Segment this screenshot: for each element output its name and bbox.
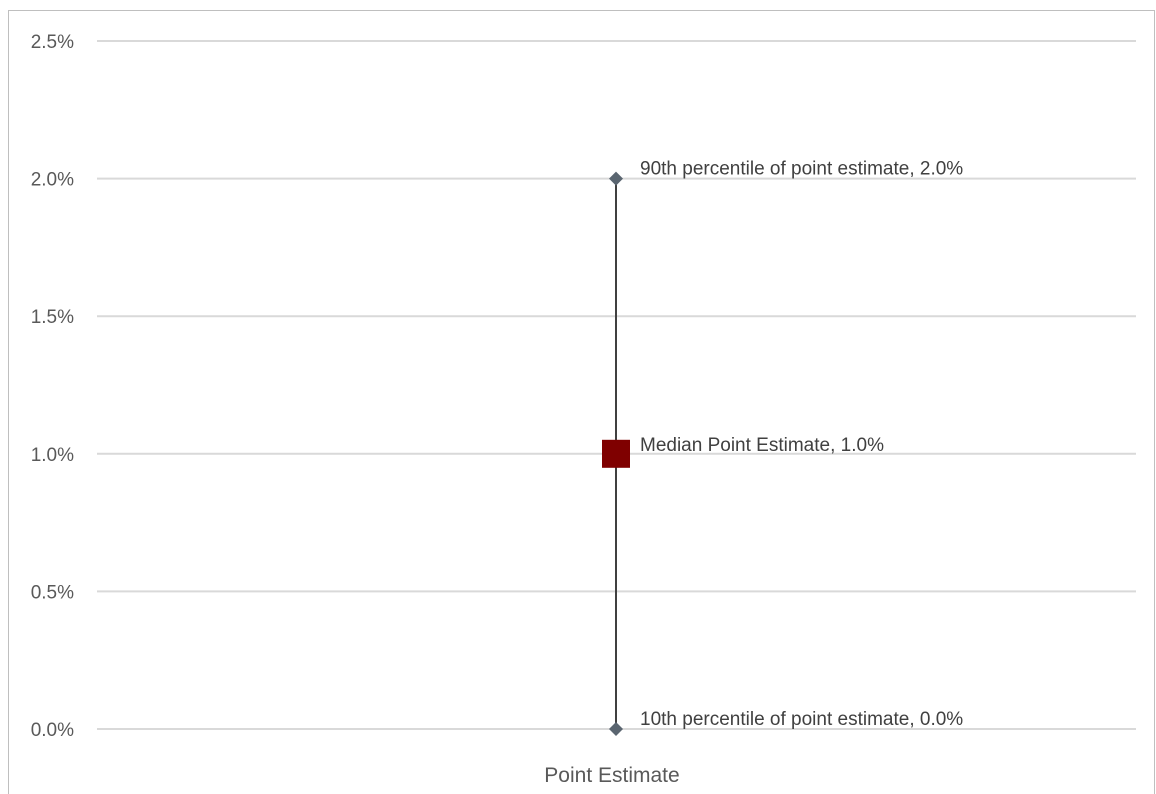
x-category-label: Point Estimate xyxy=(544,764,679,787)
data-labels: 90th percentile of point estimate, 2.0% M… xyxy=(640,159,963,730)
x-axis-category-labels: Point Estimate xyxy=(544,764,679,787)
data-points xyxy=(602,171,630,736)
percentile-marker xyxy=(609,171,623,186)
y-tick-label: 2.5% xyxy=(31,32,74,53)
y-tick-label: 2.0% xyxy=(31,170,74,191)
y-tick-label: 1.0% xyxy=(31,445,74,466)
median-marker xyxy=(602,439,630,468)
data-label: 90th percentile of point estimate, 2.0% xyxy=(640,159,963,180)
y-tick-label: 1.5% xyxy=(31,307,74,328)
chart-frame xyxy=(8,10,1155,794)
y-tick-label: 0.0% xyxy=(31,720,74,741)
y-axis-tick-labels: 0.0% 0.5% 1.0% 1.5% 2.0% 2.5% xyxy=(31,32,74,741)
data-label: Median Point Estimate, 1.0% xyxy=(640,435,884,456)
percentile-marker xyxy=(609,722,623,736)
y-tick-label: 0.5% xyxy=(31,582,74,603)
data-label: 10th percentile of point estimate, 0.0% xyxy=(640,709,963,730)
